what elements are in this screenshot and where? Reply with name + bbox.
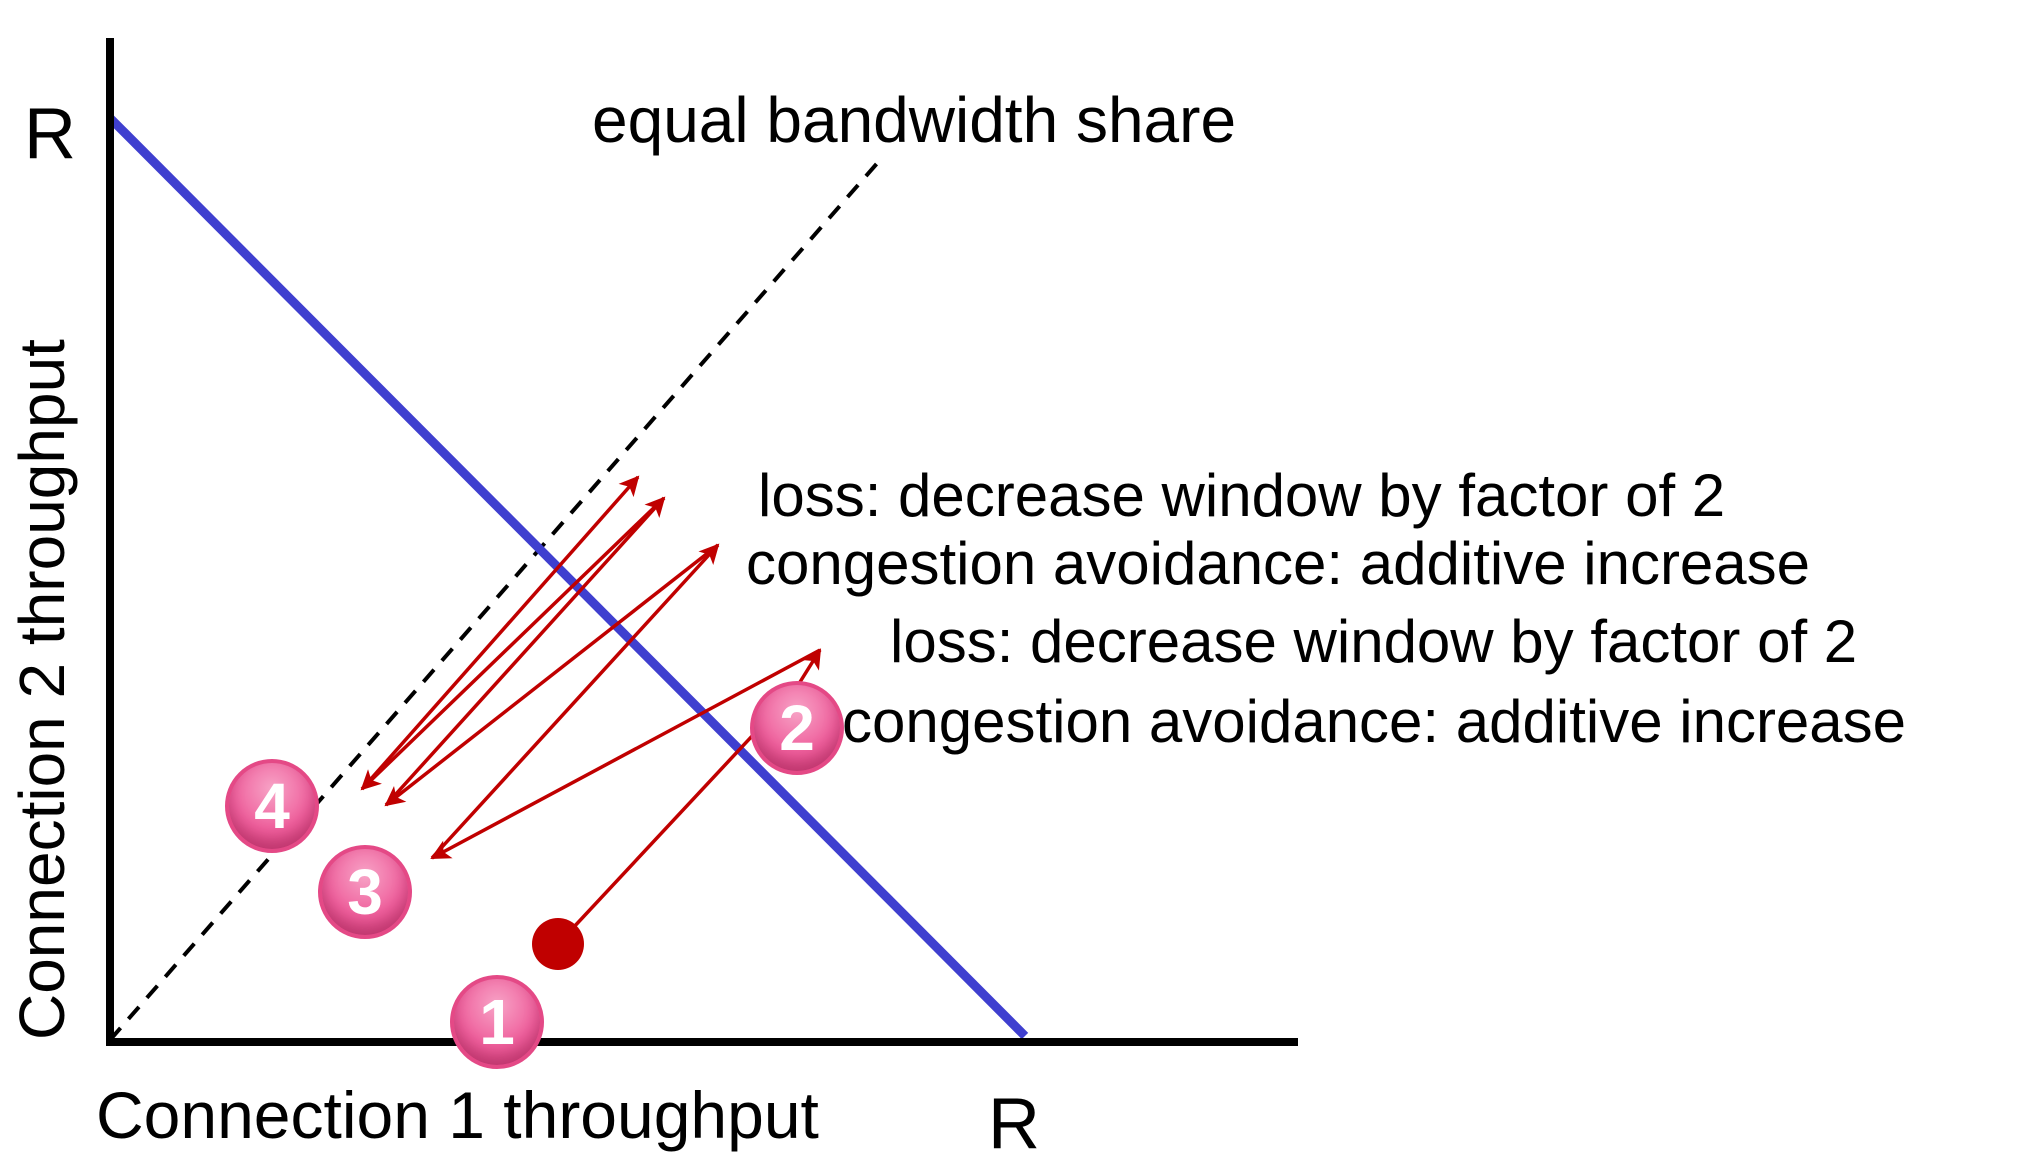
congestion-avoidance-annotation-2: congestion avoidance: additive increase (842, 688, 1907, 755)
congestion-avoidance-annotation-1: congestion avoidance: additive increase (746, 530, 1811, 597)
loss-annotation-1: loss: decrease window by factor of 2 (758, 462, 1726, 529)
y-axis-max-label: R (24, 94, 76, 174)
start-point (532, 918, 584, 970)
x-axis-max-label: R (988, 1084, 1040, 1162)
step-marker-1: 1 (450, 975, 544, 1069)
step-marker-3: 3 (318, 845, 412, 939)
capacity-line (106, 114, 1029, 1040)
step-marker-4: 4 (225, 759, 319, 853)
x-axis-label: Connection 1 throughput (96, 1078, 819, 1152)
trajectory-segment (360, 475, 640, 791)
trajectory-segment (360, 496, 666, 791)
equal-share-label: equal bandwidth share (592, 84, 1237, 156)
loss-annotation-2: loss: decrease window by factor of 2 (890, 608, 1858, 675)
y-axis-label: Connection 2 throughput (6, 339, 78, 1040)
trajectory-segment (384, 496, 666, 807)
equal-share-line (108, 158, 882, 1042)
trajectory-segment (430, 648, 821, 860)
trajectory-segment (430, 543, 720, 860)
trajectory-segment (384, 543, 720, 807)
step-marker-2: 2 (750, 681, 844, 775)
aimd-trajectory (360, 475, 822, 946)
